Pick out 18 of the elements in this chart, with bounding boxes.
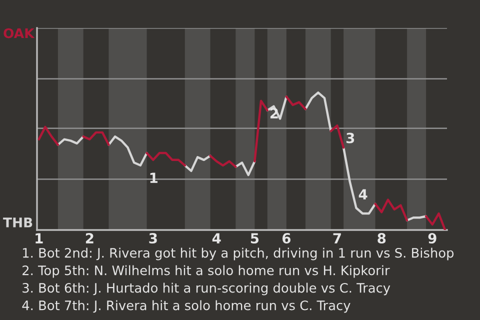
x-tick-label: 5 bbox=[250, 233, 259, 244]
x-tick-label: 4 bbox=[212, 233, 221, 244]
text: 2. Top 5th: N. Wilhelms hit a solo home run vs H. Kipkorir bbox=[22, 265, 390, 278]
text: 1. Bot 2nd: J. Rivera got hit by a pitch, driving in 1 run vs S. Bishop bbox=[23, 248, 454, 260]
x-tick-label: 1 bbox=[36, 233, 43, 244]
x-tick-label: 8 bbox=[378, 233, 386, 244]
text: THB bbox=[3, 218, 32, 228]
x-tick-label: 6 bbox=[282, 233, 291, 244]
text: 4. Bot 7th: J. Rivera hit a solo home run vs C. Tracy bbox=[22, 300, 350, 313]
text: OAK bbox=[4, 28, 35, 38]
annotation: 1 bbox=[150, 172, 158, 183]
x-tick-label: 3 bbox=[149, 233, 157, 244]
text: 3. Bot 6th: J. Hurtado hit a run-scoring double vs C. Tracy bbox=[22, 282, 390, 296]
x-tick-label: 7 bbox=[333, 233, 341, 244]
annotation: 4 bbox=[358, 189, 368, 200]
annotation: 3 bbox=[346, 132, 354, 144]
x-tick-label: 2 bbox=[86, 233, 94, 244]
x-tick-label: 9 bbox=[428, 233, 436, 244]
